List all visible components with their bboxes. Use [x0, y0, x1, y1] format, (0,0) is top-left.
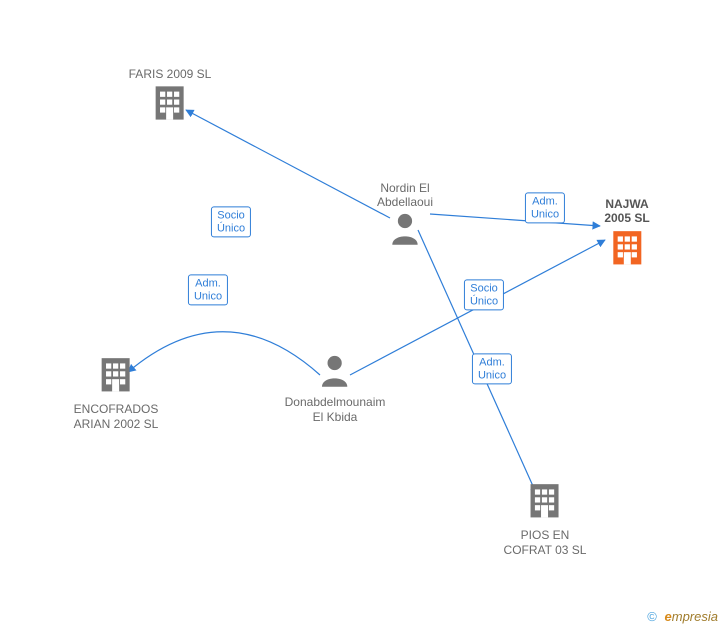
node-label: ENCOFRADOSARIAN 2002 SL: [74, 402, 159, 431]
node-faris: FARIS 2009 SL: [129, 63, 212, 127]
edge-label: Adm.Unico: [188, 274, 228, 305]
watermark: © empresia: [647, 609, 718, 624]
node-donabdel: DonabdelmounaimEl Kbida: [285, 352, 386, 424]
building-icon: [606, 226, 648, 271]
network-diagram: FARIS 2009 SL NAJWA2005 SL ENCOFRADOSARI…: [0, 0, 728, 630]
person-icon: [386, 210, 424, 251]
edges-layer: [0, 0, 728, 630]
node-label: FARIS 2009 SL: [129, 67, 212, 81]
copyright-symbol: ©: [647, 609, 657, 624]
edge-nordin-faris: [186, 110, 390, 218]
node-label: NAJWA2005 SL: [604, 197, 649, 226]
edge-label: Adm.Unico: [472, 353, 512, 384]
edge-nordin-najwa: [430, 214, 600, 226]
node-label: PIOS ENCOFRAT 03 SL: [504, 528, 587, 557]
node-encofrados: ENCOFRADOSARIAN 2002 SL: [74, 353, 159, 431]
building-icon: [95, 353, 137, 398]
edge-label: SocioÚnico: [211, 206, 251, 237]
node-label: DonabdelmounaimEl Kbida: [285, 395, 386, 424]
building-icon: [524, 479, 566, 524]
edge-label: SocioÚnico: [464, 279, 504, 310]
node-pios: PIOS ENCOFRAT 03 SL: [504, 479, 587, 557]
node-nordin: Nordin ElAbdellaoui: [377, 179, 433, 251]
edge-label: Adm.Unico: [525, 192, 565, 223]
node-label: Nordin ElAbdellaoui: [377, 181, 433, 210]
brand-name: empresia: [665, 609, 718, 624]
node-najwa: NAJWA2005 SL: [604, 193, 649, 271]
building-icon: [149, 82, 191, 127]
person-icon: [316, 352, 354, 393]
